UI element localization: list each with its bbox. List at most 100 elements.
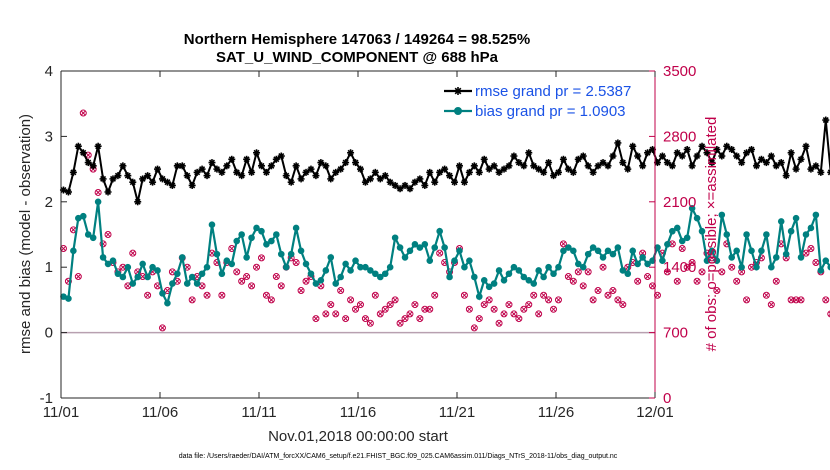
star-stroke xyxy=(129,179,136,186)
obs-count-point xyxy=(520,305,528,313)
star-stroke xyxy=(694,153,701,160)
rmse-point xyxy=(332,168,340,176)
obs-assim-stroke xyxy=(348,297,354,303)
star-stroke xyxy=(461,179,468,186)
bias-point xyxy=(94,198,102,206)
star-stroke xyxy=(233,169,240,176)
star-stroke xyxy=(421,182,428,189)
bias-point xyxy=(461,263,468,271)
bias-point xyxy=(525,276,533,284)
bias-point xyxy=(233,237,241,245)
obs-assim-stroke xyxy=(377,311,383,317)
obs-count-point xyxy=(525,301,533,309)
obs-assim-stroke xyxy=(476,316,482,322)
rmse-point xyxy=(307,165,315,173)
obs-assim-stroke xyxy=(328,302,334,308)
bias-point xyxy=(436,227,443,235)
obs-assim-stroke xyxy=(303,278,309,284)
obs-possible-marker xyxy=(253,263,261,271)
rmse-point xyxy=(193,168,201,176)
obs-possible-marker xyxy=(465,305,473,313)
obs-possible-marker xyxy=(599,263,607,271)
bias-point xyxy=(629,247,637,255)
obs-count-point xyxy=(356,301,364,309)
obs-possible-marker xyxy=(683,263,691,271)
obs-count-point xyxy=(470,324,478,332)
star-stroke xyxy=(570,169,577,176)
star-stroke xyxy=(783,172,790,179)
obs-count-point xyxy=(619,301,627,309)
star-stroke xyxy=(505,162,512,169)
star-stroke xyxy=(208,159,215,166)
star-stroke xyxy=(575,156,582,163)
obs-possible-marker xyxy=(713,287,721,295)
bias-point xyxy=(431,244,439,251)
rmse-point xyxy=(772,162,780,170)
obs-assim-stroke xyxy=(679,245,685,252)
obs-assim-stroke xyxy=(164,288,170,294)
obs-possible-marker xyxy=(401,315,409,323)
star-stroke xyxy=(600,159,607,166)
obs-assim-stroke xyxy=(813,259,819,266)
star-stroke xyxy=(119,162,126,169)
obs-assim-stroke xyxy=(828,311,830,314)
star-stroke xyxy=(159,175,166,182)
rmse-point xyxy=(277,152,285,160)
obs-possible-marker xyxy=(416,315,424,323)
star-stroke xyxy=(471,162,478,169)
obs-assim-stroke xyxy=(258,255,265,261)
obs-assim-stroke xyxy=(550,306,557,312)
obs-possible-marker xyxy=(302,277,310,285)
rmse-point xyxy=(658,152,666,160)
star-stroke xyxy=(619,159,626,166)
star-stroke xyxy=(802,143,809,150)
rmse-point xyxy=(520,162,528,170)
rmse-point xyxy=(94,142,102,150)
star-stroke xyxy=(565,166,572,173)
rmse-point xyxy=(802,142,810,150)
star-stroke xyxy=(798,156,805,163)
obs-possible-marker xyxy=(366,319,374,327)
star-stroke xyxy=(411,179,418,186)
star-stroke xyxy=(768,153,775,160)
obs-assim-stroke xyxy=(565,273,571,280)
star-stroke xyxy=(827,169,830,173)
obs-possible-marker xyxy=(203,291,211,299)
obs-possible-marker xyxy=(767,301,775,309)
rmse-point xyxy=(465,168,473,176)
obs-assim-stroke xyxy=(70,227,76,233)
obs-possible-marker xyxy=(371,291,379,299)
obs-count-point xyxy=(144,291,152,299)
obs-assim-stroke xyxy=(466,306,472,312)
obs-possible-marker xyxy=(475,315,483,323)
star-stroke xyxy=(699,143,706,150)
bias-point xyxy=(555,263,562,271)
bias-point xyxy=(782,250,790,258)
star-stroke xyxy=(223,162,230,169)
data-file-footer: data file: /Users/raeder/DAI/ATM_forcXX/… xyxy=(179,453,618,460)
bias-point xyxy=(362,263,369,271)
obs-assim-stroke xyxy=(645,273,651,280)
star-stroke xyxy=(822,117,829,124)
obs-assim-stroke xyxy=(239,278,245,284)
star-stroke xyxy=(273,156,280,163)
bias-point xyxy=(451,257,458,264)
obs-assim-stroke xyxy=(392,297,398,303)
legend-box xyxy=(440,80,645,124)
rmse-point xyxy=(604,162,612,170)
bias-point xyxy=(277,250,285,258)
rmse-point xyxy=(406,185,414,193)
obs-count-point xyxy=(203,291,211,299)
bias-point xyxy=(565,244,572,251)
bias-point xyxy=(649,257,656,264)
obs-possible-marker xyxy=(243,273,251,281)
obs-count-point xyxy=(698,268,706,276)
obs-assim-stroke xyxy=(85,152,91,158)
obs-count-point xyxy=(718,268,726,276)
obs-assim-stroke xyxy=(555,297,562,303)
obs-assim-stroke xyxy=(734,278,740,284)
rmse-point xyxy=(361,178,369,186)
obs-count-point xyxy=(431,291,439,299)
rmse-point xyxy=(109,175,117,183)
obs-possible-marker xyxy=(277,282,285,290)
